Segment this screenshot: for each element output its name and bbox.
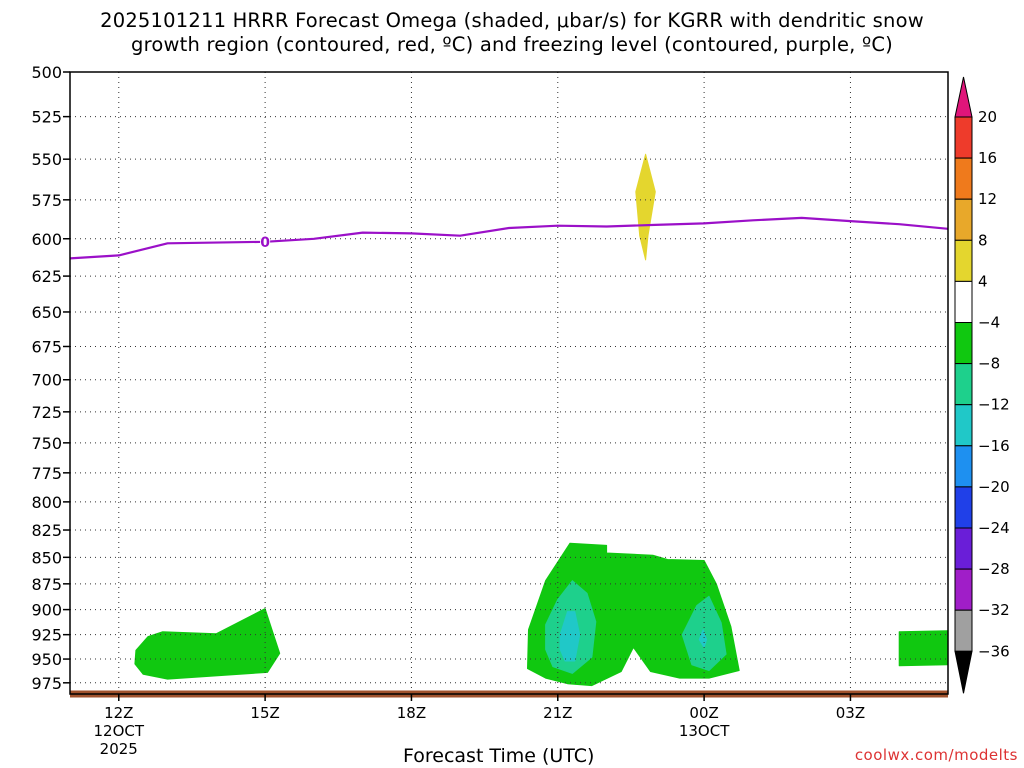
colorbar-label: −12 [978, 396, 1010, 414]
x-tick-year-label: 2025 [100, 740, 138, 758]
y-tick-label: 975 [31, 674, 62, 693]
y-tick-label: 575 [31, 191, 62, 210]
colorbar-bin [954, 609, 973, 652]
y-tick-label: 750 [31, 434, 62, 453]
colorbar-bin [954, 198, 973, 241]
omega-shading-layer [134, 153, 949, 687]
colorbar-bin [954, 322, 973, 365]
y-tick-label: 600 [31, 230, 62, 249]
colorbar-top-arrow [954, 76, 973, 118]
omega-region-6 [698, 629, 708, 648]
colorbar-label: −28 [978, 560, 1010, 578]
colorbar-label: −16 [978, 437, 1010, 455]
colorbar-label: 16 [978, 149, 997, 167]
colorbar-bottom-arrow [954, 650, 973, 694]
y-tick-label: 525 [31, 108, 62, 127]
x-tick-label: 12Z [104, 704, 133, 722]
colorbar-label: 4 [978, 272, 988, 290]
colorbar-label: −4 [978, 314, 1000, 332]
y-tick-label: 725 [31, 403, 62, 422]
colorbar-bin [954, 445, 973, 488]
colorbar-bin [954, 527, 973, 570]
y-tick-label: 675 [31, 337, 62, 356]
y-tick-label: 550 [31, 150, 62, 169]
colorbar: 20 16 12 8 4 −4 −8 −12 −16 −20 −24 −28 −32 −36 [954, 76, 1010, 694]
y-tick-label: 900 [31, 601, 62, 620]
omega-region-4 [559, 611, 581, 662]
x-tick-label: 15Z [250, 704, 279, 722]
y-tick-label: 775 [31, 464, 62, 483]
colorbar-bin [954, 239, 973, 282]
omega-region-8 [635, 153, 656, 261]
contour-layer: 0 [69, 216, 949, 698]
y-tick-label: 875 [31, 575, 62, 594]
colorbar-bin [954, 404, 973, 447]
colorbar-label: 20 [978, 108, 997, 126]
plot-border [69, 71, 949, 695]
x-tick-label: 21Z [543, 704, 572, 722]
freezing-level-line [69, 216, 949, 260]
colorbar-label: −24 [978, 519, 1010, 537]
colorbar-bin [954, 486, 973, 529]
y-tick-label: 700 [31, 371, 62, 390]
y-tick-label: 500 [31, 63, 62, 82]
colorbar-label: −32 [978, 601, 1010, 619]
chart-title-line-1: 2025101211 HRRR Forecast Omega (shaded, … [100, 9, 924, 32]
omega-region-7 [898, 630, 949, 667]
y-axis: 500 525 550 575 600 625 650 675 700 725 750 775 800 8… [31, 63, 70, 693]
x-tick-label: 00Z [689, 704, 718, 722]
colorbar-label: 8 [978, 231, 988, 249]
y-tick-label: 925 [31, 626, 62, 645]
colorbar-bin [954, 363, 973, 406]
freezing-level-label-bg [260, 234, 271, 249]
y-tick-label: 950 [31, 650, 62, 669]
colorbar-label: 12 [978, 190, 997, 208]
y-tick-label: 625 [31, 267, 62, 286]
colorbar-bin [954, 157, 973, 200]
x-tick-date-label: 13OCT [679, 722, 730, 740]
x-axis-title: Forecast Time (UTC) [403, 745, 595, 767]
y-tick-label: 825 [31, 521, 62, 540]
x-tick-label: 03Z [836, 704, 865, 722]
colorbar-bin [954, 568, 973, 611]
colorbar-bin [954, 280, 973, 323]
y-tick-label: 850 [31, 548, 62, 567]
colorbar-bin [954, 116, 973, 159]
chart-title-line-2: growth region (contoured, red, ºC) and f… [131, 33, 893, 56]
y-tick-label: 650 [31, 303, 62, 322]
colorbar-label: −20 [978, 478, 1010, 496]
omega-region-1 [134, 608, 281, 680]
plot-frame [69, 71, 949, 695]
colorbar-label: −36 [978, 642, 1010, 660]
freezing-level-label: 0 [260, 235, 270, 251]
y-tick-label: 800 [31, 493, 62, 512]
site-credit[interactable]: coolwx.com/modelts [854, 746, 1018, 764]
grid-layer [70, 71, 948, 694]
colorbar-label: −8 [978, 355, 1000, 373]
x-tick-date-label: 12OCT [94, 722, 145, 740]
x-tick-label: 18Z [397, 704, 426, 722]
